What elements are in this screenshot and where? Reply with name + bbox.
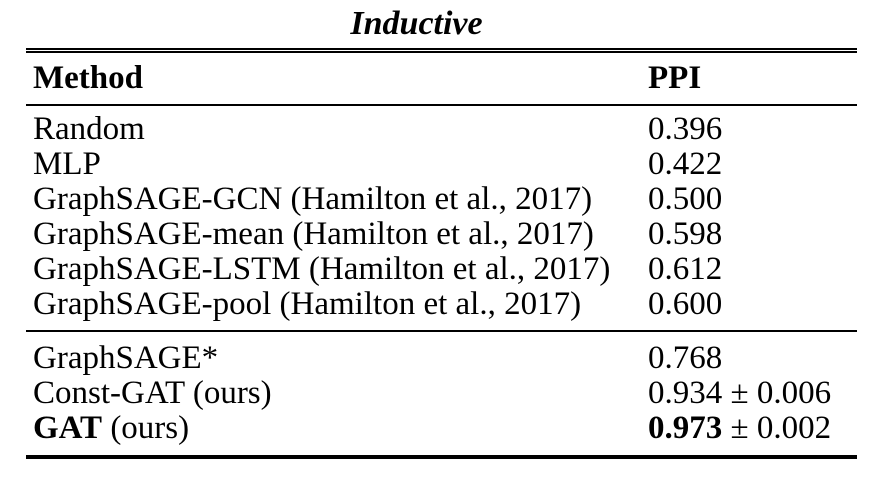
bottom-rule (26, 455, 857, 459)
method-cell: GraphSAGE-LSTM (Hamilton et al., 2017) (33, 252, 611, 287)
table-title: Inductive (350, 5, 483, 42)
method-cell: GAT (ours) (33, 411, 190, 446)
ppi-cell: 0.934 ± 0.006 (648, 376, 832, 411)
method-cell: GraphSAGE* (33, 341, 219, 376)
section-divider-rule (26, 330, 857, 332)
table-row: GraphSAGE-GCN (Hamilton et al., 2017) 0.5… (26, 182, 857, 217)
ppi-cell: 0.396 (648, 112, 723, 147)
method-cell: Random (33, 112, 145, 147)
ppi-cell: 0.600 (648, 287, 723, 322)
table-row: Const-GAT (ours) 0.934 ± 0.006 (26, 376, 857, 411)
ppi-cell: 0.500 (648, 182, 723, 217)
baselines-section: Random 0.396 MLP 0.422 GraphSAGE-GCN (Hamilt… (26, 106, 857, 330)
ppi-cell: 0.422 (648, 147, 723, 182)
ppi-cell: 0.768 (648, 341, 723, 376)
table-row: GraphSAGE-pool (Hamilton et al., 2017) 0.… (26, 287, 857, 322)
ppi-cell: 0.973 ± 0.002 (648, 411, 832, 446)
method-cell: GraphSAGE-pool (Hamilton et al., 2017) (33, 287, 582, 322)
table-row: MLP 0.422 (26, 147, 857, 182)
results-table: Inductive Method PPI Random 0.396 MLP 0.422… (26, 0, 857, 459)
table-row: Random 0.396 (26, 112, 857, 147)
method-cell: MLP (33, 147, 101, 182)
method-cell: GraphSAGE-GCN (Hamilton et al., 2017) (33, 182, 593, 217)
method-column-header: Method (33, 60, 143, 96)
table-row: GAT (ours) 0.973 ± 0.002 (26, 411, 857, 446)
method-cell: Const-GAT (ours) (33, 376, 272, 411)
top-rule (26, 48, 857, 53)
header-rule (26, 104, 857, 106)
table-row: GraphSAGE-mean (Hamilton et al., 2017) 0.… (26, 217, 857, 252)
ppi-column-header: PPI (648, 60, 702, 96)
table-row: GraphSAGE-LSTM (Hamilton et al., 2017) 0.… (26, 252, 857, 287)
table-row: GraphSAGE* 0.768 (26, 341, 857, 376)
ppi-cell: 0.598 (648, 217, 723, 252)
ours-section: GraphSAGE* 0.768 Const-GAT (ours) 0.934 ± 0… (26, 332, 857, 455)
ppi-cell: 0.612 (648, 252, 723, 287)
header-row: Method PPI (26, 53, 857, 104)
method-cell: GraphSAGE-mean (Hamilton et al., 2017) (33, 217, 594, 252)
